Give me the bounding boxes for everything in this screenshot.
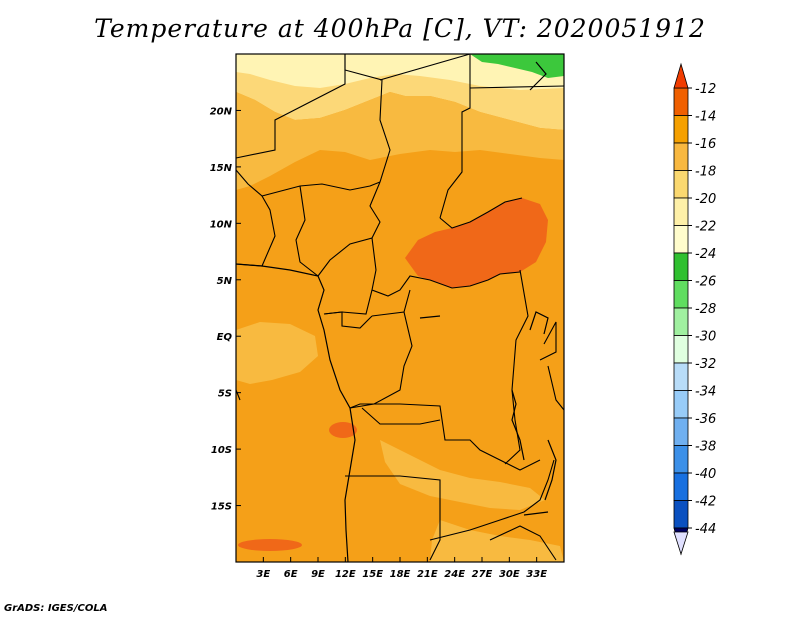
x-tick-label: 15E [362, 569, 383, 580]
colorbar-label: -36 [695, 412, 716, 427]
contour-warm-spot-angola [329, 422, 357, 438]
x-tick-label: 27E [472, 569, 493, 580]
x-tick-label: 30E [499, 569, 520, 580]
colorbar-segment [673, 390, 689, 419]
x-tick-label: 9E [311, 569, 325, 580]
colorbar-segment [673, 500, 689, 529]
contour-mid-north [236, 92, 564, 190]
contour-palest-north [236, 54, 564, 90]
x-axis: 3E 6E 9E 12E 15E 18E 21E 24E 27E 30E 33E [256, 557, 547, 580]
colorbar-label: -12 [695, 82, 716, 97]
colorbar-label: -16 [695, 137, 716, 152]
coastlines-lakes [235, 61, 557, 563]
colorbar-segment [673, 307, 689, 336]
contour-warm-pocket [405, 198, 548, 288]
colorbar-segment [673, 225, 689, 254]
y-tick-label: 10S [211, 445, 232, 456]
colorbar-max-arrow [673, 62, 689, 89]
colorbar-label: -26 [695, 275, 716, 290]
y-tick-label: EQ [217, 332, 233, 343]
colorbar-label: -42 [695, 495, 716, 510]
contour-cold-corner [470, 54, 564, 78]
credit-text: GrADS: IGES/COLA [4, 603, 108, 614]
y-tick-label: 20N [210, 106, 233, 117]
colorbar-segment [673, 197, 689, 226]
contour-light-west [236, 322, 318, 384]
y-tick-label: 10N [210, 219, 233, 230]
colorbar-segment [673, 280, 689, 309]
contour-light-south [380, 440, 545, 510]
map-title: Temperature at 400hPa [C], VT: 202005191… [94, 14, 706, 43]
colorbar-label: -24 [695, 247, 716, 262]
x-tick-label: 33E [526, 569, 547, 580]
colorbar-label: -44 [695, 522, 716, 537]
colorbar-segment [673, 115, 689, 144]
x-tick-label: 6E [284, 569, 298, 580]
colorbar-label: -38 [695, 440, 716, 455]
x-tick-label: 21E [417, 569, 438, 580]
colorbar-label: -14 [695, 110, 716, 125]
colorbar-label: -32 [695, 357, 716, 372]
colorbar-label: -18 [695, 165, 716, 180]
country-borders [235, 53, 565, 561]
y-tick-label: 5S [218, 389, 232, 400]
colorbar-label: -22 [695, 220, 716, 235]
colorbar: -12 -14 -16 -18 -20 -22 -24 -26 -28 -30 -32 -34 -36 -… [673, 62, 716, 556]
colorbar-segment [673, 142, 689, 171]
colorbar-min-wedge [673, 531, 689, 556]
contour-light-southeast [430, 520, 564, 562]
colorbar-label: -30 [695, 330, 716, 345]
y-tick-label: 15N [210, 163, 233, 174]
y-tick-label: 5N [217, 276, 233, 287]
colorbar-label: -20 [695, 192, 716, 207]
colorbar-segment [673, 472, 689, 501]
x-tick-label: 24E [444, 569, 465, 580]
colorbar-segment [673, 252, 689, 281]
colorbar-segment [673, 362, 689, 391]
colorbar-label: -34 [695, 385, 716, 400]
x-tick-label: 12E [335, 569, 356, 580]
colorbar-segment [673, 170, 689, 199]
colorbar-segment [673, 335, 689, 364]
colorbar-label: -40 [695, 467, 716, 482]
colorbar-segment [673, 87, 689, 116]
x-tick-label: 3E [256, 569, 270, 580]
map-panel [235, 53, 565, 563]
colorbar-label: -28 [695, 302, 716, 317]
contour-warm-spot-south [238, 539, 302, 551]
y-axis: 20N 15N 10N 5N EQ 5S 10S 15S [210, 106, 241, 513]
y-tick-label: 15S [211, 502, 232, 513]
colorbar-segment [673, 417, 689, 446]
colorbar-segment [673, 445, 689, 474]
x-tick-label: 18E [390, 569, 411, 580]
